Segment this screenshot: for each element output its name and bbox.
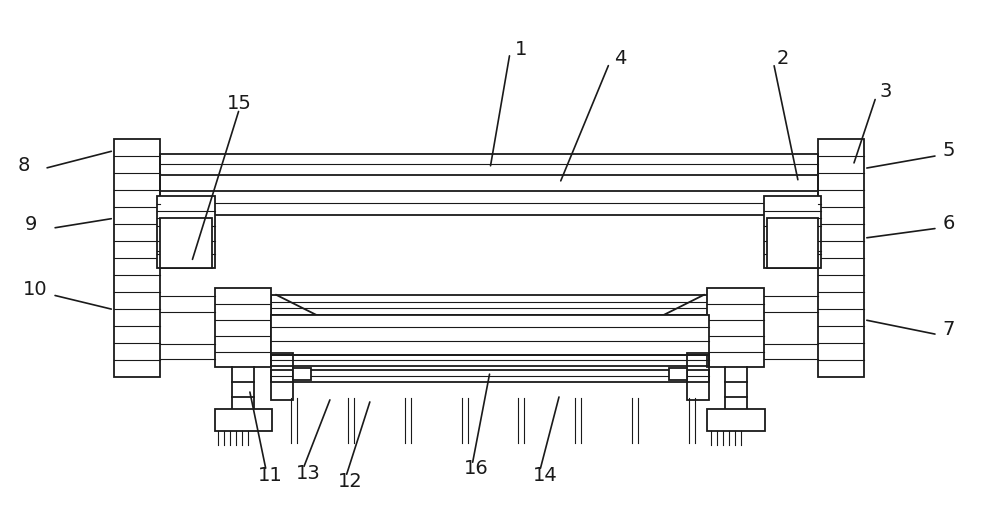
Bar <box>764 196 821 268</box>
Bar <box>687 353 709 400</box>
Text: 2: 2 <box>777 49 789 68</box>
Bar <box>767 218 818 268</box>
Bar <box>707 288 764 367</box>
Bar <box>215 288 271 367</box>
Text: 14: 14 <box>533 466 558 485</box>
Text: 13: 13 <box>296 465 321 484</box>
Text: 11: 11 <box>258 466 283 485</box>
Text: 8: 8 <box>18 156 30 175</box>
Text: 7: 7 <box>943 320 955 339</box>
Bar <box>160 218 212 268</box>
Text: 5: 5 <box>943 141 955 160</box>
Text: 9: 9 <box>25 215 37 234</box>
Bar <box>271 354 709 366</box>
Bar <box>160 154 818 215</box>
Bar <box>271 371 709 382</box>
Bar <box>293 369 311 380</box>
Bar <box>271 315 709 354</box>
Bar <box>215 409 272 431</box>
Text: 4: 4 <box>614 49 627 68</box>
Bar <box>669 369 687 380</box>
Text: 1: 1 <box>515 40 527 59</box>
Text: 3: 3 <box>880 82 892 101</box>
Bar <box>114 139 160 378</box>
Text: 15: 15 <box>226 95 251 114</box>
Bar <box>271 353 293 400</box>
Text: 6: 6 <box>943 214 955 233</box>
Text: 16: 16 <box>464 459 489 478</box>
Text: 10: 10 <box>23 280 47 299</box>
Text: 12: 12 <box>338 473 363 492</box>
Bar <box>157 196 215 268</box>
Bar <box>707 409 765 431</box>
Bar <box>271 295 709 315</box>
Bar <box>818 139 864 378</box>
